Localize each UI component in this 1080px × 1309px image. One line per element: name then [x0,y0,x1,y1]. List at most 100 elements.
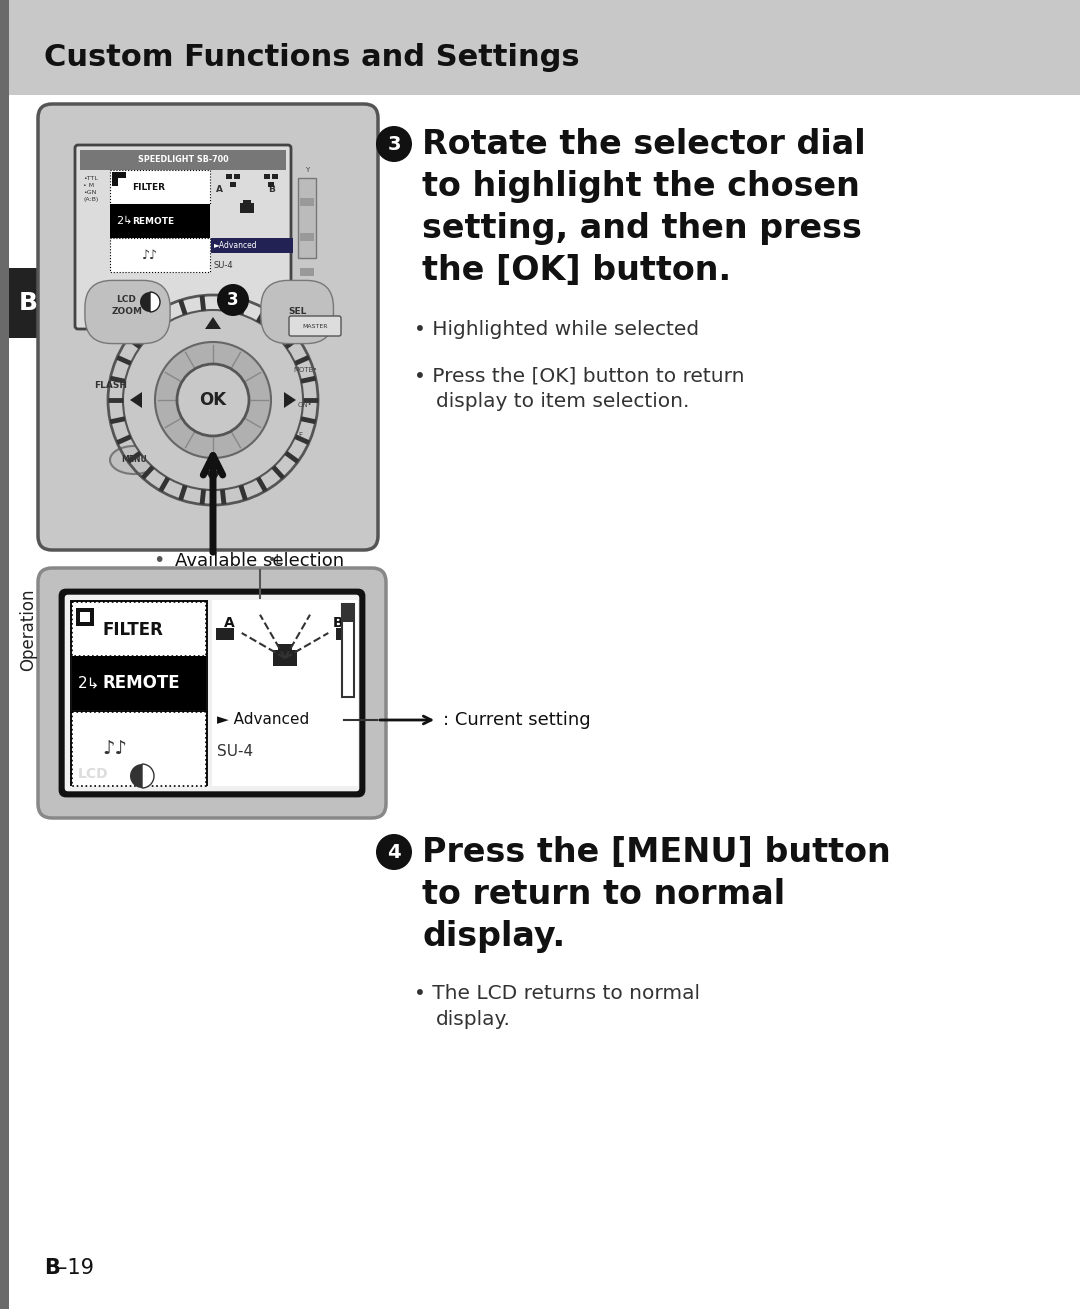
Bar [342,603,354,622]
Text: ► Advanced: ► Advanced [217,712,309,728]
Text: ZOOM: ZOOM [112,308,143,317]
Bar [234,174,240,179]
Polygon shape [205,471,221,483]
FancyBboxPatch shape [60,590,364,796]
Text: • The LCD returns to normal: • The LCD returns to normal [414,984,700,1003]
Text: display.: display. [422,920,565,953]
Text: A: A [224,617,234,630]
Bar [268,182,274,187]
Text: 2↳: 2↳ [78,675,100,691]
Bar [243,200,251,204]
FancyArrowPatch shape [203,456,222,552]
Polygon shape [284,391,296,408]
Circle shape [217,284,249,315]
Text: FILTER: FILTER [102,620,163,639]
Bar [230,182,237,187]
Text: –19: –19 [57,1258,94,1278]
Text: ♪♪: ♪♪ [141,249,158,262]
FancyBboxPatch shape [75,145,291,329]
Bar [0,0,1080,96]
Bar [298,178,316,258]
Bar [211,238,293,253]
Text: FILTER: FILTER [132,182,165,191]
Bar [300,198,314,206]
Wedge shape [130,764,141,788]
Bar [72,712,206,785]
Circle shape [376,834,411,870]
Text: •: • [153,551,164,569]
Bar [300,233,314,241]
Bar [72,602,206,656]
Bar [9,268,48,338]
Text: MOTE•: MOTE• [293,367,318,373]
Bar [273,651,297,666]
FancyBboxPatch shape [38,568,386,818]
Text: ►Advanced: ►Advanced [214,241,258,250]
Text: B: B [18,291,38,315]
Text: Y: Y [305,168,309,173]
Bar [226,174,232,179]
Text: SPEEDLIGHT SB-700: SPEEDLIGHT SB-700 [137,156,228,165]
Circle shape [156,342,271,458]
Text: 2↳: 2↳ [116,216,133,226]
Circle shape [177,364,249,436]
Text: Custom Functions and Settings: Custom Functions and Settings [44,43,580,72]
FancyBboxPatch shape [38,103,378,550]
Text: B: B [333,617,343,630]
Bar [336,628,354,640]
Circle shape [376,126,411,162]
Bar [212,600,357,785]
Text: F: F [298,432,302,439]
Text: Available selection: Available selection [175,552,345,569]
Text: setting, and then press: setting, and then press [422,212,862,245]
Bar [278,644,292,652]
Text: the [OK] button.: the [OK] button. [422,254,731,287]
Bar [264,174,270,179]
Text: ON•: ON• [298,402,312,408]
Wedge shape [141,764,154,788]
Bar [240,203,254,213]
Bar [300,268,314,276]
Bar [216,628,234,640]
FancyBboxPatch shape [289,315,341,336]
Text: SU-4: SU-4 [217,745,253,759]
FancyArrowPatch shape [380,716,431,724]
Bar [272,174,278,179]
Circle shape [123,310,303,490]
Bar [118,178,126,186]
Text: ♪♪: ♪♪ [103,740,127,758]
Bar [80,613,90,622]
Bar [76,607,94,626]
Text: REMOTE: REMOTE [132,216,174,225]
Bar [112,171,126,186]
Wedge shape [150,292,160,312]
Text: : Current setting: : Current setting [443,711,591,729]
Text: to highlight the chosen: to highlight the chosen [422,170,860,203]
Text: •L: •L [268,552,284,567]
Bar [110,238,210,272]
FancyBboxPatch shape [64,594,360,792]
Text: LCD: LCD [78,767,109,781]
Text: B: B [44,1258,59,1278]
Polygon shape [205,317,221,329]
Text: A: A [216,186,222,195]
Bar [110,204,210,238]
Bar [0,0,9,1309]
Bar [72,656,206,709]
Bar [80,151,286,170]
Text: SEL: SEL [288,308,307,317]
Text: OK: OK [200,391,227,408]
Text: 4: 4 [388,843,401,861]
Text: SU-4: SU-4 [214,262,233,271]
Polygon shape [130,391,141,408]
Text: •TTL
• M
•GN
(A:B): •TTL • M •GN (A:B) [83,175,98,202]
Text: Press the [MENU] button: Press the [MENU] button [422,836,891,869]
Text: • Highlighted while selected: • Highlighted while selected [414,319,699,339]
Text: 3: 3 [227,291,239,309]
Text: FLASH: FLASH [94,381,127,390]
Ellipse shape [110,446,158,474]
Text: MENU: MENU [121,456,147,465]
Text: display to item selection.: display to item selection. [436,391,689,411]
Text: Rotate the selector dial: Rotate the selector dial [422,128,866,161]
Bar [70,600,208,785]
